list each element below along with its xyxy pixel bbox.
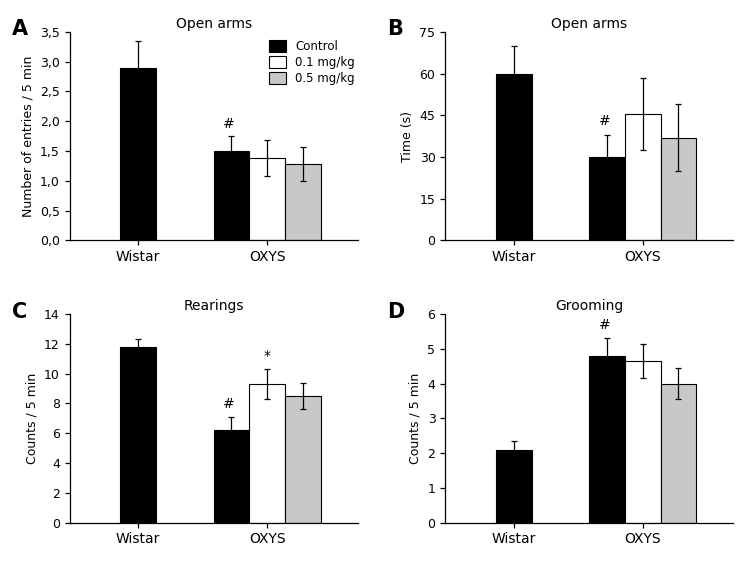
Title: Rearings: Rearings xyxy=(183,299,244,313)
Title: Grooming: Grooming xyxy=(555,299,623,313)
Bar xyxy=(590,157,625,240)
Bar xyxy=(285,396,320,522)
Text: D: D xyxy=(388,302,405,321)
Bar xyxy=(661,137,696,240)
Bar xyxy=(214,151,249,240)
Text: A: A xyxy=(12,19,28,39)
Bar xyxy=(496,74,532,240)
Bar xyxy=(496,450,532,522)
Bar xyxy=(120,68,156,240)
Y-axis label: Counts / 5 min: Counts / 5 min xyxy=(26,373,38,464)
Text: #: # xyxy=(223,117,235,131)
Title: Open arms: Open arms xyxy=(176,17,252,30)
Bar xyxy=(285,164,320,240)
Bar xyxy=(120,347,156,522)
Y-axis label: Time (s): Time (s) xyxy=(401,110,414,162)
Bar xyxy=(625,114,661,240)
Text: C: C xyxy=(12,302,27,321)
Text: *: * xyxy=(263,349,271,363)
Y-axis label: Counts / 5 min: Counts / 5 min xyxy=(409,373,422,464)
Bar xyxy=(214,430,249,522)
Title: Open arms: Open arms xyxy=(551,17,627,30)
Text: #: # xyxy=(223,397,235,411)
Bar xyxy=(590,356,625,522)
Text: #: # xyxy=(598,114,610,128)
Y-axis label: Number of entries / 5 min: Number of entries / 5 min xyxy=(21,55,34,217)
Text: B: B xyxy=(388,19,404,39)
Text: #: # xyxy=(598,318,610,332)
Bar xyxy=(249,384,285,522)
Bar xyxy=(661,383,696,522)
Legend: Control, 0.1 mg/kg, 0.5 mg/kg: Control, 0.1 mg/kg, 0.5 mg/kg xyxy=(267,38,358,87)
Bar xyxy=(625,361,661,522)
Bar xyxy=(249,158,285,240)
